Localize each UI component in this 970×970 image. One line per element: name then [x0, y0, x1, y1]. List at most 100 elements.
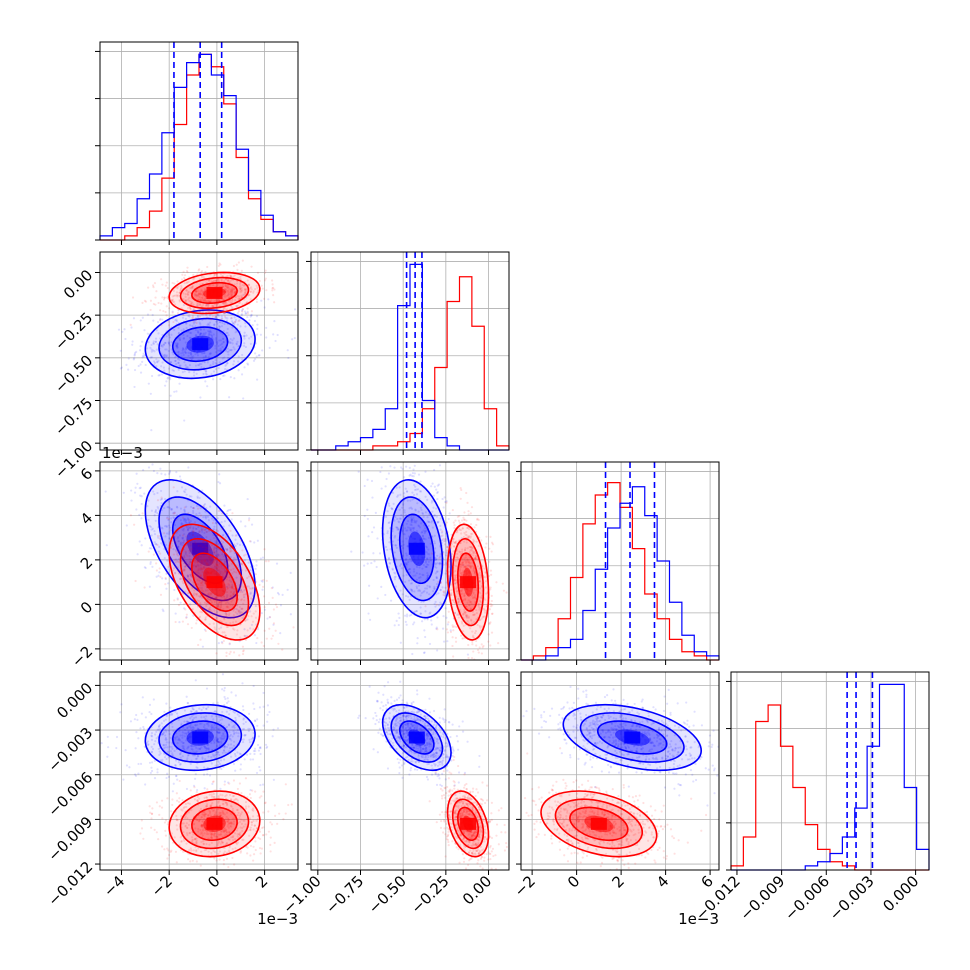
- sample-point: [137, 737, 140, 740]
- sample-point: [471, 640, 474, 644]
- sample-point: [226, 327, 229, 331]
- sample-point: [214, 347, 217, 350]
- sample-point: [151, 313, 154, 317]
- sample-point: [203, 618, 207, 621]
- sample-point: [162, 366, 166, 369]
- sample-point: [183, 510, 186, 513]
- sample-point: [265, 289, 268, 292]
- sample-point: [490, 599, 493, 603]
- sample-point: [228, 559, 231, 562]
- sample-point: [246, 497, 249, 501]
- sample-point: [200, 582, 203, 585]
- sample-point: [167, 367, 171, 370]
- sample-point: [183, 491, 187, 494]
- sample-point: [225, 613, 228, 616]
- sample-point: [131, 340, 134, 343]
- density-core: [460, 576, 477, 589]
- sample-point: [268, 627, 271, 630]
- sample-point: [456, 515, 459, 518]
- sample-point: [230, 549, 233, 553]
- sample-point: [191, 285, 194, 288]
- sample-point: [202, 299, 205, 303]
- sample-point: [206, 598, 209, 601]
- sample-point: [415, 530, 419, 533]
- sample-point: [200, 567, 203, 571]
- sample-point: [482, 644, 485, 648]
- sample-point: [201, 505, 205, 508]
- sample-point: [221, 512, 224, 515]
- sample-point: [231, 326, 234, 329]
- sample-point: [219, 626, 223, 629]
- sample-point: [243, 366, 246, 369]
- sample-point: [234, 607, 237, 610]
- sample-point: [188, 557, 191, 560]
- sample-point: [370, 561, 373, 565]
- sample-point: [241, 308, 244, 311]
- sample-point: [175, 318, 178, 321]
- sample-point: [226, 317, 229, 320]
- sample-point: [207, 310, 210, 313]
- sample-point: [189, 520, 192, 523]
- sample-point: [194, 679, 197, 682]
- sample-point: [165, 281, 168, 284]
- sample-point: [462, 564, 465, 567]
- sample-point: [254, 288, 257, 291]
- sample-point: [250, 310, 254, 313]
- sample-point: [424, 470, 427, 473]
- sample-point: [181, 620, 184, 623]
- sample-point: [226, 587, 229, 590]
- sample-point: [177, 350, 180, 354]
- sample-point: [180, 284, 183, 287]
- sample-point: [235, 633, 239, 636]
- sample-point: [177, 554, 180, 557]
- sample-point: [223, 618, 226, 621]
- sample-point: [171, 311, 174, 314]
- sample-point: [366, 508, 369, 511]
- sample-point: [452, 629, 455, 632]
- sample-point: [207, 322, 210, 325]
- sample-point: [199, 292, 202, 295]
- sample-point: [442, 506, 445, 509]
- sample-point: [223, 520, 226, 523]
- sample-point: [221, 546, 225, 549]
- sample-point: [266, 713, 269, 716]
- sample-point: [163, 532, 166, 535]
- sample-point: [192, 355, 195, 358]
- sample-point: [216, 610, 219, 614]
- sample-point: [180, 522, 183, 525]
- sample-point: [180, 329, 183, 332]
- sample-point: [187, 512, 190, 515]
- sample-point: [205, 536, 208, 539]
- sample-point: [140, 502, 143, 506]
- sample-point: [209, 548, 213, 551]
- sample-point: [173, 541, 177, 544]
- panel-border: [99, 461, 299, 661]
- sample-point: [188, 555, 191, 558]
- sample-point: [153, 282, 157, 285]
- sample-point: [166, 772, 169, 775]
- sample-point: [177, 361, 180, 365]
- sample-point: [208, 330, 211, 334]
- sample-point: [241, 310, 244, 313]
- sample-point: [214, 566, 218, 569]
- sample-point: [444, 524, 448, 527]
- sample-point: [164, 473, 167, 476]
- sample-point: [178, 358, 181, 361]
- sample-point: [200, 560, 203, 563]
- sample-point: [254, 610, 257, 613]
- sample-point: [195, 570, 198, 574]
- sample-point: [372, 526, 376, 529]
- sample-point: [199, 514, 203, 517]
- sample-point: [147, 550, 150, 553]
- sample-point: [182, 270, 185, 273]
- sample-point: [226, 586, 230, 590]
- sample-point: [234, 299, 237, 302]
- sample-point: [208, 606, 212, 609]
- sample-point: [168, 471, 172, 474]
- sample-point: [470, 656, 474, 660]
- sample-point: [240, 313, 244, 316]
- sample-point: [172, 320, 175, 324]
- sample-point: [446, 546, 449, 549]
- sample-point: [208, 608, 211, 611]
- sample-point: [272, 623, 275, 626]
